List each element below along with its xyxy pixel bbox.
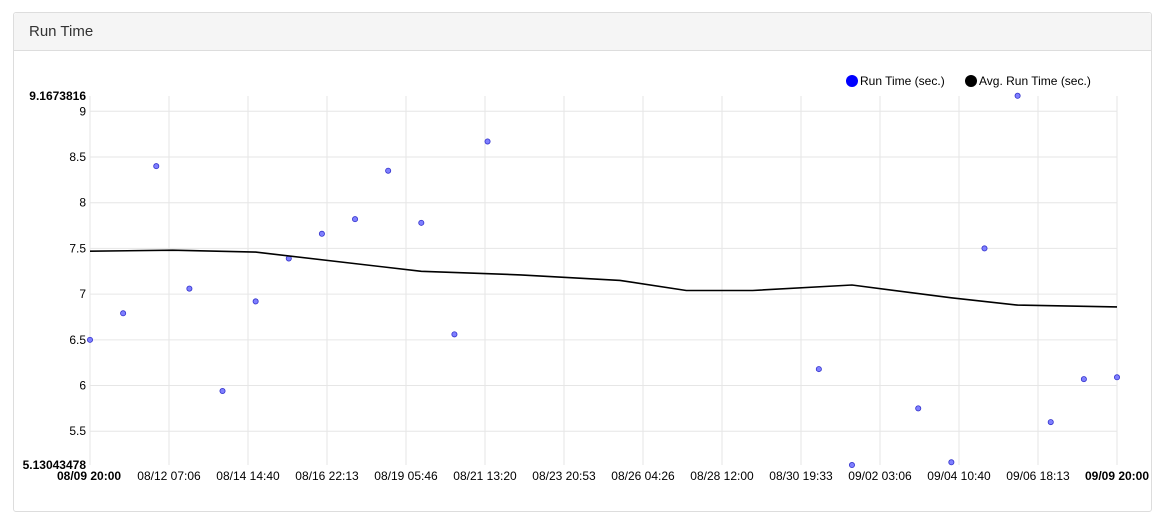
chart-series (87, 92, 1121, 469)
run-time-point (186, 285, 193, 292)
x-tick-label: 08/14 14:40 (216, 469, 280, 483)
x-tick-label: 08/21 13:20 (453, 469, 517, 483)
avg-run-time-line (89, 249, 1118, 308)
run-time-point (120, 310, 127, 317)
run-time-point (418, 219, 425, 226)
run-time-panel: Run Time (13, 12, 1152, 512)
run-time-point (848, 462, 855, 469)
x-tick-label: 08/16 22:13 (295, 469, 359, 483)
y-tick-label: 8.5 (69, 150, 86, 164)
run-time-point (385, 167, 392, 174)
x-tick-label: 08/30 19:33 (769, 469, 833, 483)
x-tick-label: 09/04 10:40 (927, 469, 991, 483)
legend-marker-icon (965, 75, 977, 87)
x-tick-label: 08/09 20:00 (57, 469, 121, 483)
run-time-point (252, 298, 259, 305)
chart-grid (89, 96, 1118, 465)
x-tick-label: 09/02 03:06 (848, 469, 912, 483)
legend-label: Run Time (sec.) (860, 74, 945, 88)
y-min-label: 5.13043478 (23, 458, 87, 472)
panel-title: Run Time (29, 23, 94, 40)
run-time-point (915, 405, 922, 412)
y-tick-label: 6.5 (69, 333, 86, 347)
run-time-point (352, 216, 359, 223)
run-time-point (815, 366, 822, 373)
y-tick-label: 5.5 (69, 424, 86, 438)
legend-label: Avg. Run Time (sec.) (979, 74, 1091, 88)
x-tick-label: 08/28 12:00 (690, 469, 754, 483)
run-time-point (451, 331, 458, 338)
run-time-point (484, 138, 491, 145)
x-tick-label: 09/06 18:13 (1006, 469, 1070, 483)
x-tick-label: 08/12 07:06 (137, 469, 201, 483)
y-max-label: 9.1673816 (29, 89, 86, 103)
y-tick-label: 7 (79, 287, 86, 301)
run-time-point (318, 230, 325, 237)
run-time-point (1014, 92, 1021, 99)
y-tick-label: 7.5 (69, 241, 86, 255)
x-tick-label: 08/26 04:26 (611, 469, 675, 483)
run-time-point (1114, 374, 1121, 381)
y-tick-label: 9 (79, 104, 86, 118)
run-time-point (948, 459, 955, 466)
x-tick-label: 08/23 20:53 (532, 469, 596, 483)
x-axis-labels: 08/09 20:00 08/12 07:06 08/14 14:40 08/16 2… (57, 469, 1149, 483)
y-axis-labels: 9 8.5 8 7.5 7 6.5 6 5.5 9.1673816 5.13043478 (23, 89, 87, 472)
panel-heading: Run Time (14, 13, 1151, 51)
run-time-point (153, 163, 160, 170)
y-tick-label: 8 (79, 196, 86, 210)
chart-legend: Run Time (sec.) Avg. Run Time (sec.) (846, 74, 1091, 88)
run-time-point (1080, 376, 1087, 383)
x-tick-label: 09/09 20:00 (1085, 469, 1149, 483)
run-time-point (981, 245, 988, 252)
run-time-point (1047, 419, 1054, 426)
legend-marker-icon (846, 75, 858, 87)
run-time-point (87, 336, 94, 343)
y-tick-label: 6 (79, 379, 86, 393)
run-time-point (219, 388, 226, 395)
x-tick-label: 08/19 05:46 (374, 469, 438, 483)
